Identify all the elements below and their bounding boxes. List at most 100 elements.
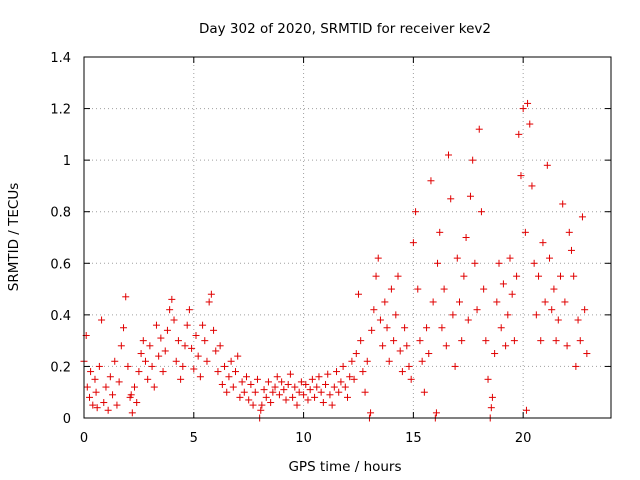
data-point	[128, 409, 136, 417]
data-point	[300, 391, 308, 399]
axis-ticks	[83, 56, 611, 419]
data-point	[354, 290, 362, 298]
data-point	[257, 406, 265, 414]
data-point	[530, 259, 538, 267]
data-point	[194, 352, 202, 360]
data-point	[374, 254, 382, 262]
data-point	[442, 342, 450, 350]
data-point	[302, 380, 310, 388]
data-point	[133, 399, 141, 407]
data-point	[177, 375, 185, 383]
data-point	[322, 380, 330, 388]
data-point	[350, 375, 358, 383]
data-point	[447, 195, 455, 203]
data-point	[89, 401, 97, 409]
data-point	[159, 368, 167, 376]
data-point	[104, 406, 112, 414]
data-point	[207, 290, 215, 298]
data-point	[506, 254, 514, 262]
y-tick-label: 1	[63, 154, 71, 169]
data-point	[429, 298, 437, 306]
data-point	[95, 362, 103, 370]
data-point	[348, 357, 356, 365]
data-point	[83, 383, 91, 391]
data-point	[278, 378, 286, 386]
data-point	[137, 350, 145, 358]
data-point	[253, 375, 261, 383]
data-point	[218, 380, 226, 388]
plot-frame	[83, 56, 612, 419]
data-point	[508, 290, 516, 298]
x-tick-label: 10	[295, 431, 312, 446]
data-point	[495, 259, 503, 267]
x-tick-label: 5	[190, 431, 198, 446]
data-point	[567, 246, 575, 254]
data-point	[563, 342, 571, 350]
data-point	[407, 375, 415, 383]
data-point	[297, 378, 305, 386]
data-point	[185, 306, 193, 314]
data-point	[152, 321, 160, 329]
data-point	[214, 368, 222, 376]
x-tick-label: 15	[405, 431, 422, 446]
data-point	[98, 316, 106, 324]
data-point	[453, 254, 461, 262]
data-point	[379, 342, 387, 350]
data-point	[232, 368, 240, 376]
data-point	[106, 373, 114, 381]
data-point	[249, 401, 257, 409]
data-point	[484, 375, 492, 383]
data-point	[124, 362, 132, 370]
data-point	[100, 399, 108, 407]
data-point	[460, 272, 468, 280]
data-point	[396, 347, 404, 355]
data-point	[155, 352, 163, 360]
data-point	[458, 337, 466, 345]
data-point	[192, 331, 200, 339]
data-point	[315, 373, 323, 381]
data-point	[414, 285, 422, 293]
data-point	[113, 401, 121, 409]
data-point	[469, 156, 477, 164]
y-tick-label: 1.2	[50, 103, 71, 118]
data-point	[521, 228, 529, 236]
data-point	[144, 375, 152, 383]
data-point	[210, 326, 218, 334]
data-point	[306, 386, 314, 394]
data-point	[179, 362, 187, 370]
data-point	[234, 352, 242, 360]
data-point	[131, 383, 139, 391]
data-point	[376, 316, 384, 324]
data-point	[480, 285, 488, 293]
data-point	[183, 321, 191, 329]
data-point	[344, 393, 351, 401]
data-point	[148, 362, 156, 370]
data-point	[227, 357, 235, 365]
data-point	[515, 130, 523, 138]
data-point	[361, 388, 369, 396]
data-point	[556, 272, 564, 280]
data-point	[578, 213, 586, 221]
data-point	[357, 337, 365, 345]
data-point	[324, 370, 332, 378]
data-point	[445, 151, 453, 159]
data-point	[517, 172, 525, 180]
data-point	[157, 334, 165, 342]
data-point	[161, 347, 169, 355]
data-point	[295, 388, 303, 396]
data-point	[326, 391, 334, 399]
y-tick-labels: 0 0.2 0.4 0.6 0.8 1 1.2 1.4	[50, 51, 71, 427]
data-point	[359, 368, 367, 376]
data-point	[304, 396, 312, 404]
data-point	[537, 337, 545, 345]
data-point	[434, 259, 442, 267]
data-point	[477, 208, 485, 216]
data-point	[330, 383, 338, 391]
data-point	[339, 362, 347, 370]
data-point	[181, 342, 189, 350]
data-point	[168, 295, 176, 303]
data-point	[229, 383, 237, 391]
data-point	[111, 357, 119, 365]
data-point	[475, 125, 483, 133]
data-point	[513, 272, 521, 280]
